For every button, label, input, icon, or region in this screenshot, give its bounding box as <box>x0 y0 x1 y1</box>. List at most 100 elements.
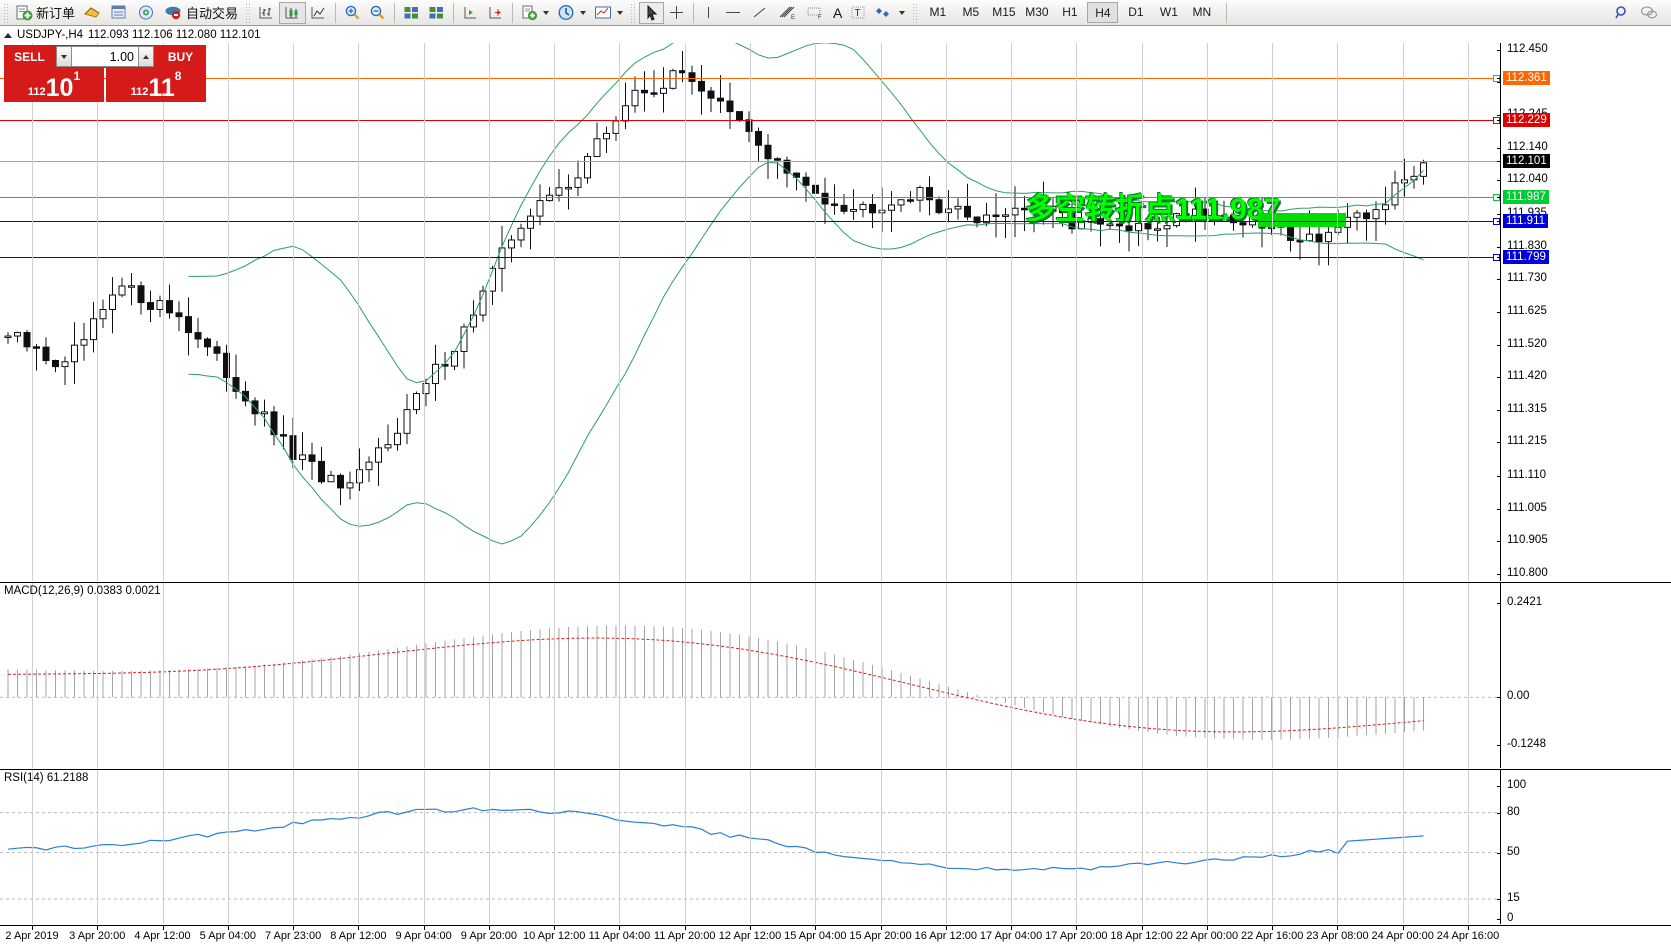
timeframe-m1[interactable]: M1 <box>929 5 947 19</box>
fibonacci-button[interactable]: E <box>773 1 801 25</box>
timeframe-h4[interactable]: H4 <box>1087 2 1119 23</box>
candlestick-chart-button[interactable] <box>279 1 307 24</box>
indicators-button[interactable] <box>79 1 106 25</box>
timeframe-m15[interactable]: M15 <box>992 5 1016 19</box>
price-tick: 111.420 <box>1497 370 1547 382</box>
vertical-gridline <box>488 583 490 768</box>
horizontal-line-button[interactable] <box>719 1 747 25</box>
toolbar-grip-3[interactable] <box>630 2 637 23</box>
objects-button[interactable] <box>870 1 909 25</box>
toolbar-grip-2[interactable] <box>245 2 252 23</box>
vertical-gridline <box>554 770 556 924</box>
one-click-trading-panel: SELL 1.00 BUY 112 10 1 112 11 8 <box>4 45 206 102</box>
timeframe-m5[interactable]: M5 <box>962 5 980 19</box>
chat-button[interactable] <box>1635 1 1663 25</box>
time-tick <box>554 925 556 930</box>
period-button[interactable] <box>553 1 590 25</box>
buy-price-fraction: 8 <box>174 69 182 83</box>
price-scale[interactable]: 112.450112.350112.245112.140112.040111.9… <box>1496 43 1671 581</box>
crosshair-button[interactable] <box>664 1 689 25</box>
chevron-down-icon[interactable] <box>543 10 550 15</box>
navigator-icon <box>137 4 156 21</box>
macd-plot[interactable]: MACD(12,26,9) 0.0383 0.0021 <box>0 583 1500 768</box>
new-order-button[interactable]: 新订单 <box>12 1 79 25</box>
price-candles <box>4 43 1427 545</box>
price-level-label[interactable]: 112.229 <box>1497 113 1550 128</box>
chevron-down-icon-3[interactable] <box>617 10 624 15</box>
toolbar-grip-4[interactable] <box>912 2 919 23</box>
zoom-out-icon <box>369 4 386 21</box>
zoom-out-button[interactable] <box>365 1 390 25</box>
market-watch-button[interactable] <box>106 1 133 25</box>
chevron-up-icon-vol <box>143 54 149 59</box>
vertical-gridline <box>423 770 425 924</box>
timeframe-w1[interactable]: W1 <box>1159 5 1178 19</box>
collapse-triangle-icon[interactable] <box>4 32 12 38</box>
time-tick <box>358 925 360 930</box>
auto-scroll-button[interactable] <box>458 1 483 25</box>
chart-shift-button[interactable] <box>483 1 508 25</box>
zoom-in-button[interactable] <box>340 1 365 25</box>
chevron-down-icon-2[interactable] <box>580 10 587 15</box>
autotrading-button[interactable]: 自动交易 <box>160 1 242 25</box>
vertical-line-button[interactable] <box>698 1 719 25</box>
price-tick: 111.005 <box>1497 502 1547 514</box>
timeframe-h1[interactable]: H1 <box>1062 5 1078 19</box>
navigator-button[interactable] <box>133 1 160 25</box>
timeframe-d1[interactable]: D1 <box>1128 5 1144 19</box>
new-chart-button[interactable] <box>517 1 553 25</box>
search-button[interactable] <box>1609 1 1635 25</box>
toolbar-separator-5 <box>693 2 695 23</box>
buy-price-display[interactable]: 112 11 8 <box>106 68 206 102</box>
time-label: 17 Apr 20:00 <box>1045 930 1108 942</box>
price-level-label[interactable]: 111.987 <box>1497 190 1549 205</box>
time-tick <box>1468 925 1469 930</box>
volume-decrease-button[interactable] <box>56 46 72 67</box>
time-tick <box>1011 925 1013 930</box>
cursor-button[interactable] <box>639 1 665 24</box>
text-button[interactable]: A <box>829 1 846 25</box>
sell-button[interactable]: SELL <box>4 45 55 68</box>
templates-button[interactable] <box>590 1 627 25</box>
objects-icon <box>874 4 894 21</box>
chevron-down-icon-4[interactable] <box>899 10 906 15</box>
text-label-button[interactable]: T <box>846 1 870 25</box>
candlestick-chart-icon <box>284 4 301 21</box>
sell-price-display[interactable]: 112 10 1 <box>4 68 104 102</box>
toolbar-grip[interactable] <box>3 2 9 23</box>
vertical-gridline <box>945 583 947 768</box>
vertical-gridline <box>1272 770 1274 924</box>
price-level-label[interactable]: 112.361 <box>1497 71 1550 86</box>
vertical-gridline <box>32 43 33 581</box>
price-tick: 112.140 <box>1497 141 1548 153</box>
macd-scale[interactable]: 0.2421 0.00 -0.1248 <box>1496 583 1671 768</box>
timeframe-m30[interactable]: M30 <box>1025 5 1049 19</box>
equidistant-channel-button[interactable]: F <box>801 1 829 25</box>
bar-chart-button[interactable] <box>254 1 279 25</box>
vertical-gridline <box>227 583 229 768</box>
volume-stepper[interactable]: 1.00 <box>55 45 155 68</box>
toolbar-separator-6 <box>1226 2 1228 23</box>
time-label: 11 Apr 04:00 <box>588 930 651 942</box>
vertical-gridline <box>358 583 360 768</box>
price-level-label[interactable]: 111.799 <box>1497 249 1549 264</box>
data-window-button[interactable] <box>424 1 449 25</box>
price-level-label[interactable]: 111.911 <box>1496 214 1549 229</box>
volume-increase-button[interactable] <box>138 46 154 67</box>
rsi-tick: 100 <box>1496 779 1526 791</box>
price-plot[interactable]: 多空转折点111.987 <box>0 43 1500 581</box>
rsi-scale[interactable]: 100 80 50 15 0 <box>1496 770 1671 924</box>
volume-input[interactable]: 1.00 <box>72 46 138 67</box>
time-label: 23 Apr 08:00 <box>1306 930 1369 942</box>
tile-windows-button[interactable] <box>399 1 424 25</box>
price-level-label[interactable]: 112.101 <box>1497 153 1550 168</box>
data-window-icon <box>428 4 445 21</box>
cursor-icon <box>644 4 659 21</box>
timeframe-mn[interactable]: MN <box>1192 5 1212 19</box>
buy-button[interactable]: BUY <box>155 45 206 68</box>
trendline-button[interactable] <box>747 1 773 25</box>
rsi-plot[interactable]: RSI(14) 61.2188 <box>0 770 1500 924</box>
line-chart-button[interactable] <box>306 1 331 25</box>
time-label: 22 Apr 00:00 <box>1175 930 1239 942</box>
vertical-gridline <box>1076 770 1078 924</box>
